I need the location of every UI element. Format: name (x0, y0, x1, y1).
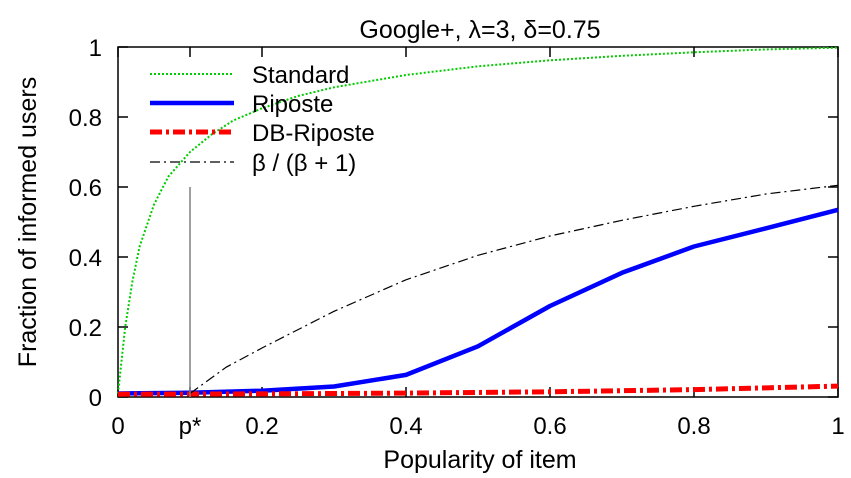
x-tick-label: p* (179, 413, 202, 440)
x-tick-label: 1 (831, 413, 844, 440)
y-tick-label: 0.6 (69, 175, 102, 202)
series-lines (117, 46, 839, 397)
y-axis-label: Fraction of informed users (14, 77, 42, 367)
series-line-0 (117, 46, 839, 394)
axes: 0 0.2 0.4 0.6 0.8 1 0 p* 0.2 0.4 0.6 0.8 1 (69, 35, 845, 440)
series-line-1 (117, 207, 839, 396)
y-tick-label: 0.2 (69, 315, 102, 342)
plot-frame (117, 46, 839, 398)
y-tick-label: 0.4 (69, 245, 102, 272)
legend-label-1: Riposte (252, 91, 333, 118)
y-tick-label: 1 (89, 35, 102, 62)
y-tick-label: 0 (89, 385, 102, 412)
legend-label-3: β / (β + 1) (252, 150, 356, 177)
legend-label-0: Standard (252, 62, 349, 89)
x-tick-label: 0.6 (533, 413, 566, 440)
x-tick-label: 0.2 (245, 413, 278, 440)
chart-title: Google+, λ=3, δ=0.75 (359, 16, 600, 44)
series-line-3 (189, 184, 839, 394)
x-tick-label: 0.8 (677, 413, 710, 440)
y-tick-label: 0.8 (69, 105, 102, 132)
x-axis-label: Popularity of item (383, 446, 576, 473)
x-tick-label: 0.4 (389, 413, 422, 440)
series-line-2 (117, 383, 839, 397)
x-tick-label: 0 (111, 413, 124, 440)
legend-label-2: DB-Riposte (252, 120, 375, 147)
